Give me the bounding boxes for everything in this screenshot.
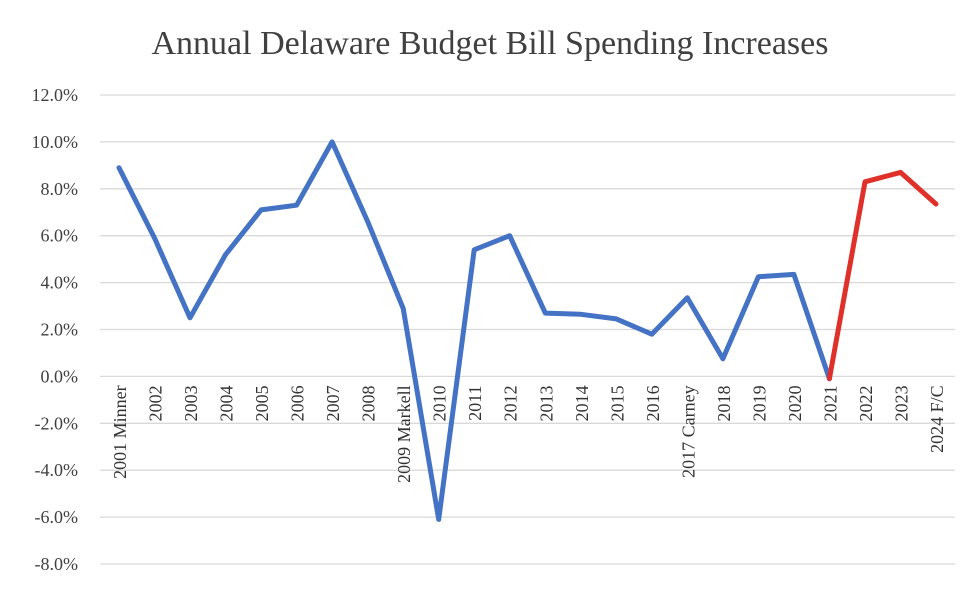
x-axis-category-labels: 2001 Minner 2002 2003 2004 2005 2006 2007 2008 2… — [110, 385, 947, 483]
y-tick-label: -4.0% — [35, 460, 79, 480]
x-category-label: 2012 — [501, 385, 521, 421]
x-category-label: 2011 — [465, 385, 485, 420]
y-tick-label: 12.0% — [32, 85, 79, 105]
x-category-label: 2019 — [749, 385, 769, 421]
x-category-label: 2009 Markell — [394, 385, 414, 482]
x-category-label: 2014 — [572, 385, 592, 421]
y-axis-tick-labels: 12.0% 10.0% 8.0% 6.0% 4.0% 2.0% 0.0% -2.0% -4.0%… — [32, 85, 79, 574]
x-category-label: 2015 — [607, 385, 627, 421]
x-category-label: 2018 — [714, 385, 734, 421]
x-category-label: 2021 — [820, 385, 840, 421]
x-category-label: 2024 F/C — [927, 385, 947, 453]
x-category-label: 2016 — [643, 385, 663, 421]
x-category-label: 2008 — [359, 385, 379, 421]
x-category-label: 2020 — [785, 385, 805, 421]
x-category-label: 2023 — [892, 385, 912, 421]
x-category-label: 2017 Carney — [678, 385, 698, 477]
y-tick-label: 8.0% — [41, 179, 79, 199]
gridlines — [100, 94, 955, 565]
x-category-label: 2005 — [252, 385, 272, 421]
x-category-label: 2022 — [856, 385, 876, 421]
series-lines — [116, 139, 939, 522]
y-tick-label: 0.0% — [41, 366, 79, 386]
x-category-label: 2003 — [181, 385, 201, 421]
x-category-label: 2007 — [323, 385, 343, 421]
y-tick-label: 10.0% — [32, 132, 79, 152]
x-category-label: 2013 — [536, 385, 556, 421]
x-category-label: 2002 — [146, 385, 166, 421]
series-line-blue — [116, 139, 832, 522]
chart-title: Annual Delaware Budget Bill Spending Inc… — [152, 25, 829, 62]
y-tick-label: 2.0% — [41, 320, 79, 340]
y-tick-label: -2.0% — [35, 413, 79, 433]
y-tick-label: 6.0% — [41, 226, 79, 246]
y-tick-label: -8.0% — [35, 554, 79, 574]
series-line-red — [826, 169, 939, 382]
x-category-label: 2004 — [217, 385, 237, 421]
y-tick-label: 4.0% — [41, 273, 79, 293]
x-category-label: 2006 — [288, 385, 308, 421]
y-tick-label: -6.0% — [35, 507, 79, 527]
x-category-label: 2010 — [430, 385, 450, 421]
x-category-label: 2001 Minner — [110, 385, 130, 479]
